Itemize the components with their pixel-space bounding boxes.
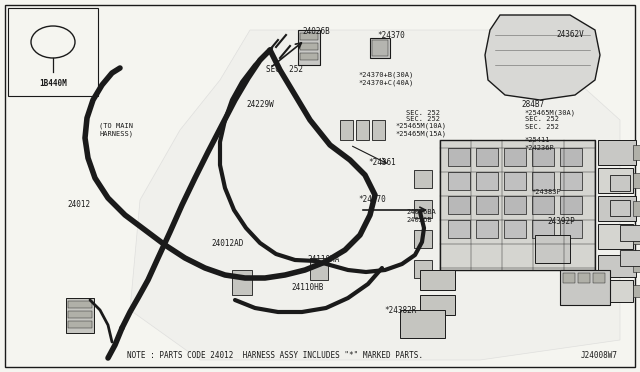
Text: 24012: 24012 — [67, 200, 90, 209]
Text: *24370: *24370 — [378, 31, 405, 39]
Bar — [68, 311, 92, 318]
Bar — [532, 196, 554, 214]
Bar — [420, 295, 455, 315]
Bar — [68, 321, 92, 328]
Text: 24362V: 24362V — [557, 30, 584, 39]
Text: (TO MAIN
HARNESS): (TO MAIN HARNESS) — [99, 123, 133, 137]
Bar — [578, 273, 590, 283]
Bar — [535, 235, 570, 263]
Text: 24026B: 24026B — [406, 217, 432, 223]
Bar — [476, 148, 498, 166]
Bar — [300, 33, 318, 40]
Bar — [504, 196, 526, 214]
Bar — [310, 258, 328, 280]
Bar — [298, 30, 320, 65]
Bar — [610, 175, 630, 191]
Bar — [232, 270, 252, 295]
Bar — [400, 310, 445, 338]
Bar — [532, 172, 554, 190]
Text: 24026B: 24026B — [303, 27, 330, 36]
Bar — [448, 220, 470, 238]
Bar — [372, 40, 388, 56]
Bar — [504, 172, 526, 190]
Polygon shape — [130, 30, 620, 360]
Bar — [598, 140, 636, 165]
Text: 24229W: 24229W — [246, 100, 274, 109]
Text: *24370+B(30A): *24370+B(30A) — [358, 72, 413, 78]
Bar — [633, 201, 640, 216]
Text: 24110HA: 24110HA — [307, 255, 340, 264]
Text: NOTE : PARTS CODE 24012  HARNESS ASSY INCLUDES "*" MARKED PARTS.: NOTE : PARTS CODE 24012 HARNESS ASSY INC… — [127, 351, 423, 360]
Text: *25465M(30A): *25465M(30A) — [525, 110, 576, 116]
Bar — [414, 230, 432, 248]
Bar — [560, 148, 582, 166]
Bar — [440, 140, 595, 270]
Bar — [633, 285, 640, 297]
Bar — [633, 173, 640, 188]
Bar — [476, 196, 498, 214]
Polygon shape — [485, 15, 600, 100]
Text: 1B440M: 1B440M — [39, 80, 67, 89]
Text: J24008W7: J24008W7 — [580, 351, 618, 360]
Text: *25465M(10A): *25465M(10A) — [396, 123, 447, 129]
Bar — [633, 260, 640, 272]
Text: *25465M(15A): *25465M(15A) — [396, 130, 447, 137]
Text: SEC. 252: SEC. 252 — [266, 65, 303, 74]
Text: 24026BA: 24026BA — [406, 209, 436, 215]
Bar — [633, 229, 640, 244]
Text: SEC. 252: SEC. 252 — [525, 116, 559, 122]
Text: *24382R: *24382R — [384, 306, 417, 315]
Bar — [68, 301, 92, 308]
Bar — [598, 196, 636, 221]
Text: *24370+C(40A): *24370+C(40A) — [358, 79, 413, 86]
Bar — [598, 255, 636, 277]
Text: 24012AD: 24012AD — [211, 239, 244, 248]
Bar — [372, 120, 385, 140]
Bar — [560, 172, 582, 190]
Text: SEC. 252: SEC. 252 — [406, 116, 440, 122]
Bar — [340, 120, 353, 140]
Bar — [532, 220, 554, 238]
Bar — [8, 8, 98, 96]
Bar — [414, 200, 432, 218]
Bar — [620, 250, 640, 266]
Bar — [476, 220, 498, 238]
Bar — [560, 196, 582, 214]
Bar — [598, 280, 633, 302]
Bar — [633, 145, 640, 160]
Bar — [300, 53, 318, 60]
Bar — [598, 168, 633, 193]
Bar — [414, 170, 432, 188]
Bar — [448, 148, 470, 166]
Bar — [356, 120, 369, 140]
Bar — [504, 220, 526, 238]
Text: 24392P: 24392P — [547, 217, 575, 226]
Text: *24270: *24270 — [358, 195, 386, 203]
Text: *24361: *24361 — [368, 158, 396, 167]
Bar — [593, 273, 605, 283]
Text: SEC. 252: SEC. 252 — [525, 124, 559, 130]
Bar — [414, 260, 432, 278]
Bar — [560, 220, 582, 238]
Bar — [370, 38, 390, 58]
Bar — [560, 270, 610, 305]
Text: 24110HB: 24110HB — [291, 283, 324, 292]
Bar — [448, 196, 470, 214]
Text: *25411: *25411 — [525, 137, 550, 143]
Bar — [532, 148, 554, 166]
Bar — [476, 172, 498, 190]
Text: *24236P: *24236P — [525, 145, 554, 151]
Text: SEC. 252: SEC. 252 — [406, 110, 440, 116]
Text: 284B7: 284B7 — [522, 100, 545, 109]
Bar — [610, 200, 630, 216]
Bar — [620, 225, 640, 241]
Bar — [448, 172, 470, 190]
Bar — [598, 224, 633, 249]
Bar — [66, 298, 94, 333]
Bar — [420, 270, 455, 290]
Bar — [300, 43, 318, 50]
Text: *24383P: *24383P — [531, 189, 561, 195]
Bar — [504, 148, 526, 166]
Bar — [563, 273, 575, 283]
